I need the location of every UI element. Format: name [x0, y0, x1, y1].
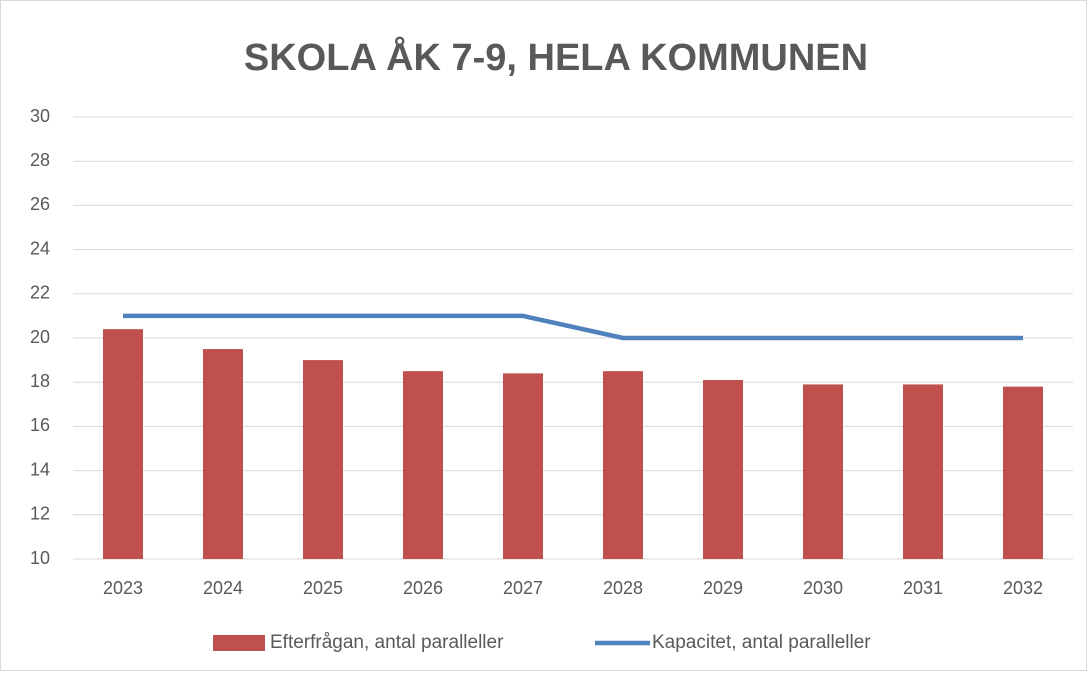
line [123, 313, 1023, 341]
x-tick-label: 2027 [503, 578, 543, 598]
x-tick-label: 2023 [103, 578, 143, 598]
y-tick-label: 16 [30, 415, 50, 435]
bar [703, 379, 743, 559]
x-tick-label: 2032 [1003, 578, 1043, 598]
bar [103, 329, 143, 559]
y-tick-label: 24 [30, 238, 50, 258]
y-tick-label: 22 [30, 283, 50, 303]
x-tick-label: 2024 [203, 578, 243, 598]
y-tick-label: 28 [30, 150, 50, 170]
chart-title: SKOLA ÅK 7-9, HELA KOMMUNEN [244, 35, 868, 79]
legend-label: Efterfrågan, antal paralleller [270, 632, 504, 653]
x-tick-label: 2026 [403, 578, 443, 598]
bar [203, 349, 243, 559]
x-tick-label: 2030 [803, 578, 843, 598]
y-tick-label: 20 [30, 327, 50, 347]
y-tick-label: 12 [30, 504, 50, 524]
x-tick-label: 2025 [303, 578, 343, 598]
y-tick-label: 10 [30, 548, 50, 568]
x-tick-label: 2028 [603, 578, 643, 598]
bar [803, 384, 843, 559]
y-tick-label: 14 [30, 459, 50, 479]
legend-label: Kapacitet, antal paralleller [652, 632, 871, 653]
bar [603, 371, 643, 559]
bar [303, 360, 343, 559]
bar [503, 373, 543, 559]
bar [903, 384, 943, 559]
x-tick-label: 2029 [703, 578, 743, 598]
y-tick-label: 18 [30, 371, 50, 391]
legend-swatch [213, 635, 265, 651]
bar [1003, 386, 1043, 559]
bar [403, 371, 443, 559]
y-tick-label: 30 [30, 106, 50, 126]
x-tick-label: 2031 [903, 578, 943, 598]
y-tick-label: 26 [30, 194, 50, 214]
